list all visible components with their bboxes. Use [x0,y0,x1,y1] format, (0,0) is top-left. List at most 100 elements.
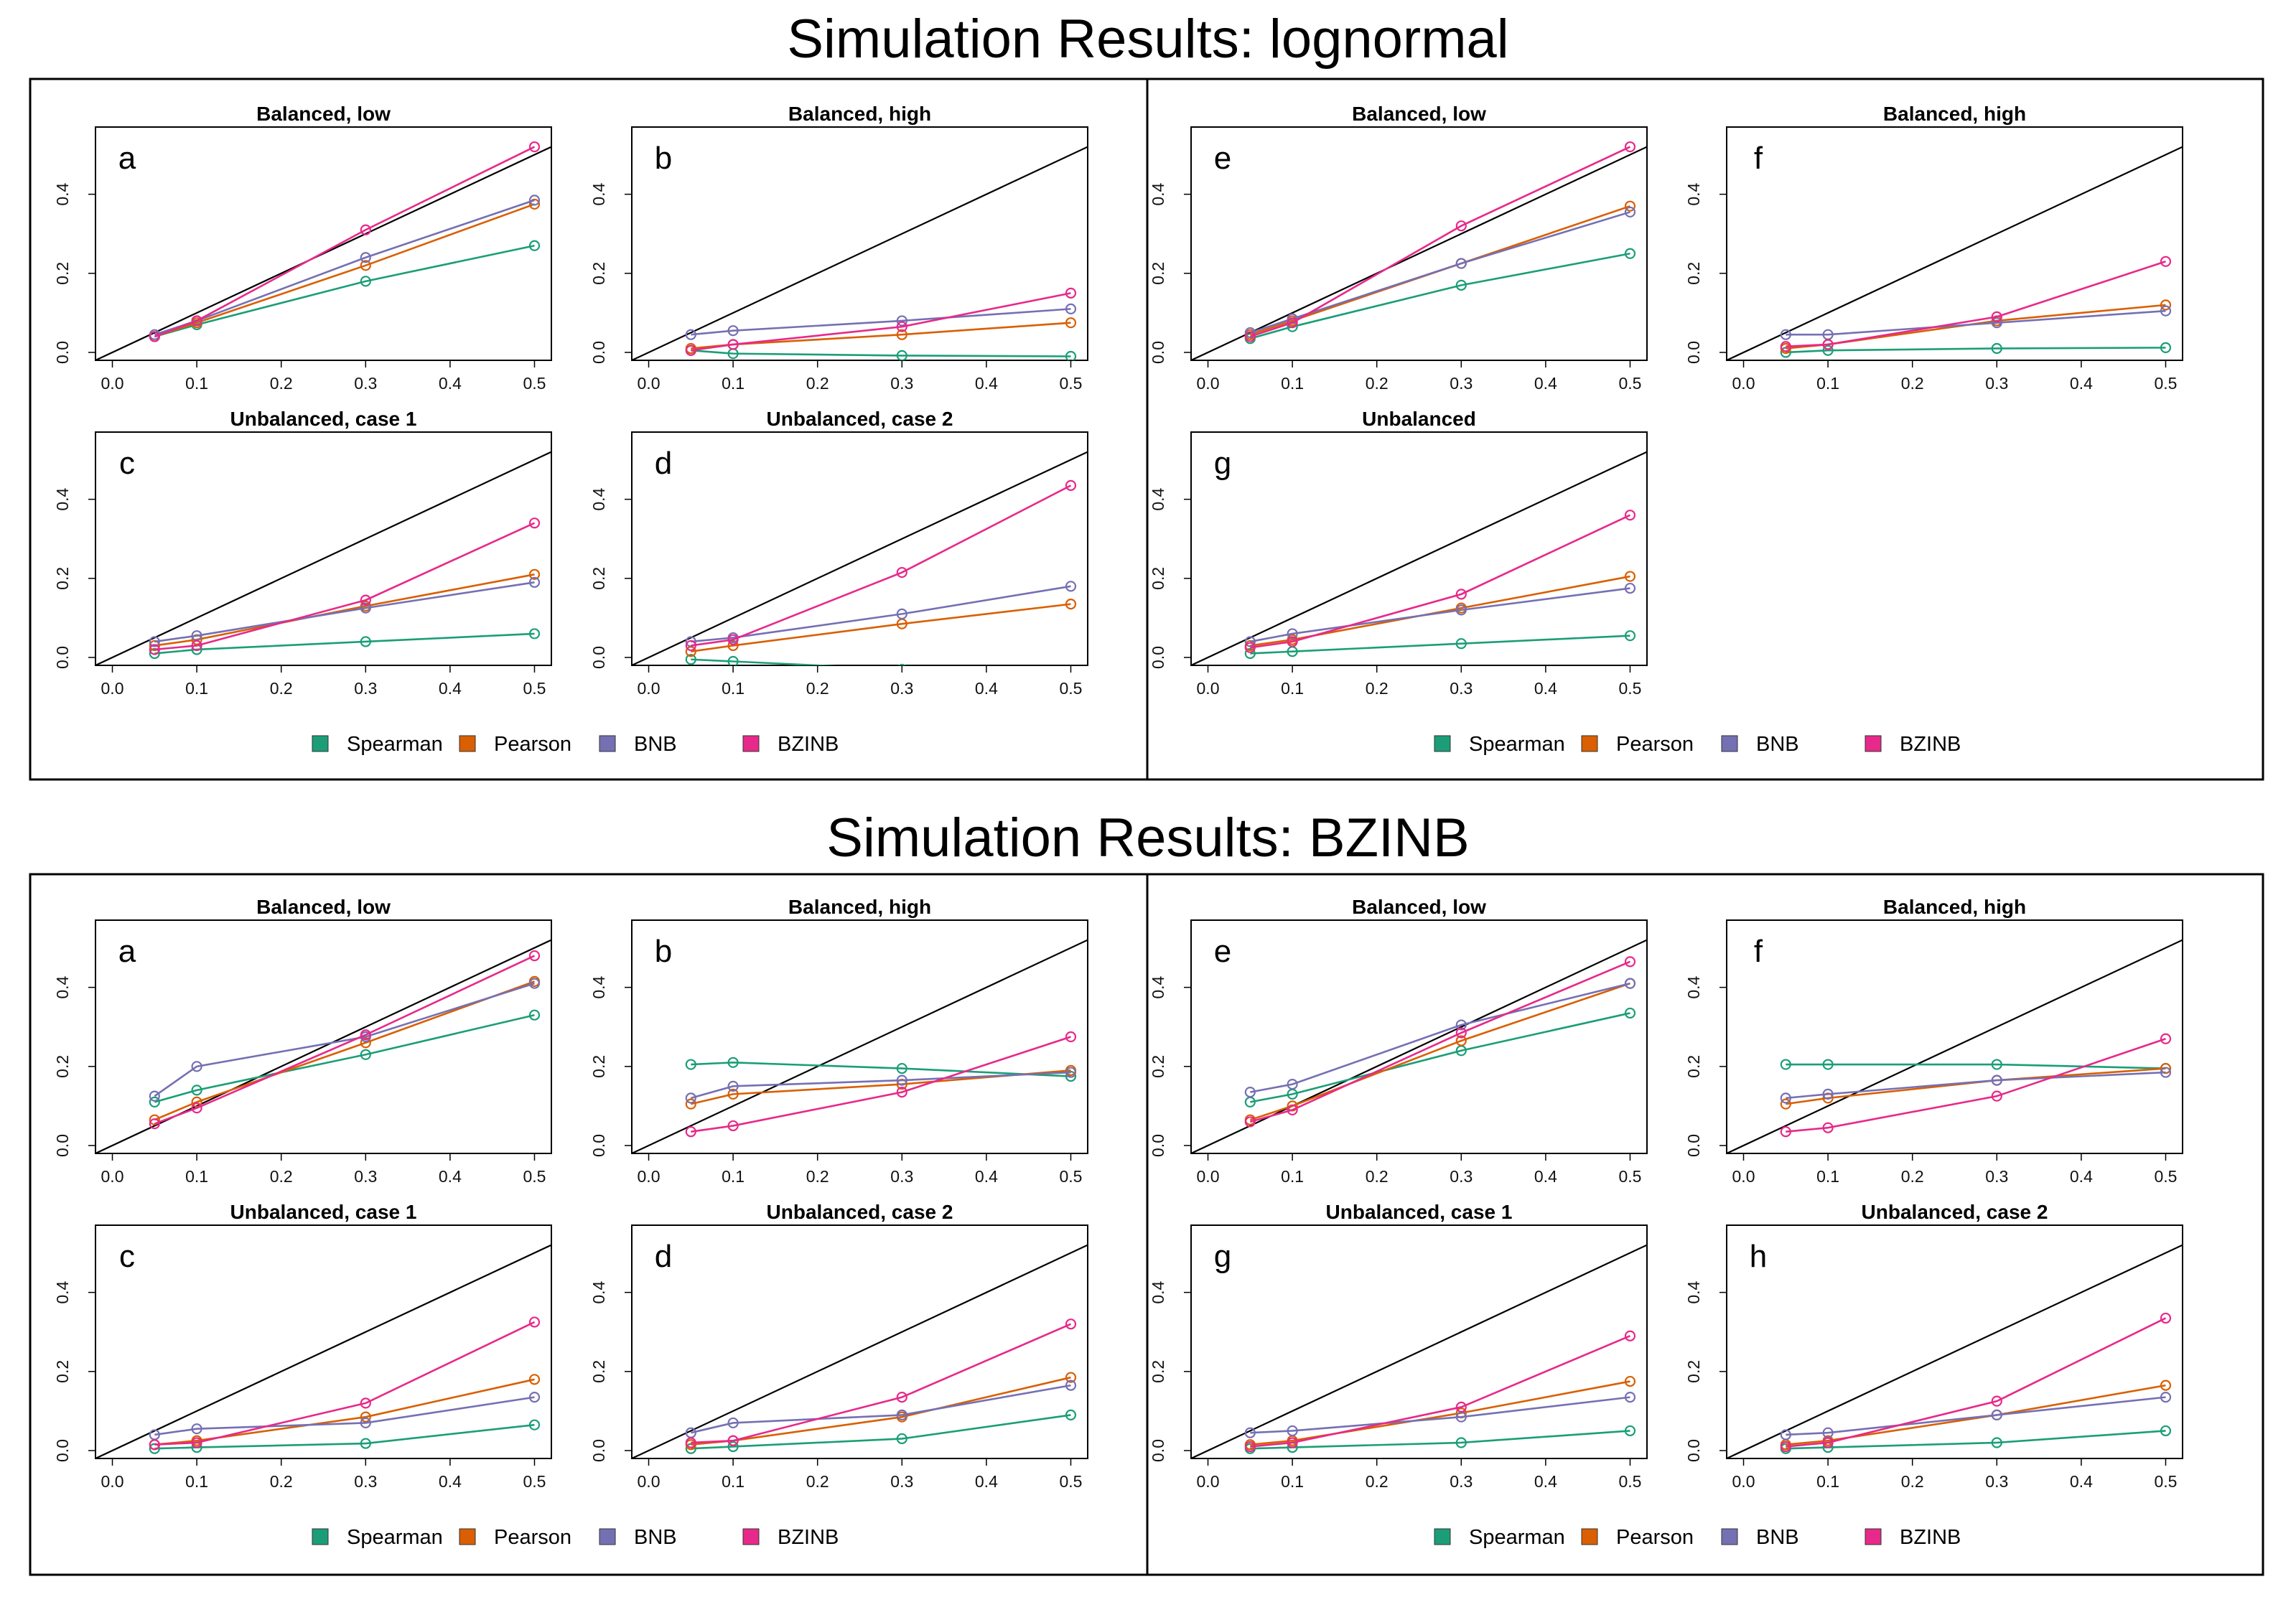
x-tick-label: 0.4 [975,374,998,393]
x-tick-label: 0.4 [1534,1167,1557,1186]
data-point-bzinb [1455,1401,1467,1413]
panel-letter: e [1214,934,1231,969]
data-point-bnb [1065,303,1077,314]
series-line-spearman [691,349,1071,357]
data-point-bnb [1780,1429,1791,1441]
data-point-bnb [727,325,739,337]
legend-swatch-pearson [1581,735,1598,752]
legend-swatch-pearson [459,1528,476,1545]
series-line-bzinb [1786,1038,2166,1133]
x-tick-label: 0.4 [439,1472,462,1491]
series-line-bnb [1786,1396,2166,1436]
x-tick-label: 0.1 [1281,1167,1304,1186]
data-point-bzinb [191,1102,202,1114]
data-point-bnb [896,1074,907,1086]
data-point-pearson [1624,1375,1636,1387]
data-point-bnb [1287,628,1298,640]
series-line-bzinb [154,1321,536,1446]
x-tick-label: 0.2 [1901,374,1924,393]
data-point-spearman [191,1085,202,1096]
plot-title: Balanced, high [788,103,931,125]
legend-label-pearson: Pearson [1616,1526,1694,1549]
data-point-bzinb [685,640,696,652]
plot-box [95,919,552,1154]
panel-letter: g [1214,446,1231,481]
plot-box [1190,126,1648,361]
series-line-pearson [1249,982,1630,1121]
figure-title: Simulation Results: lognormal [787,9,1508,70]
legend-swatch-bnb [599,735,616,752]
plot-panel-a: Balanced, low 0.0 0.1 0.2 0.3 0.4 0.5 0.0 0.2 0.4… [53,103,552,393]
panel-letter: g [1214,1239,1231,1274]
y-tick-label: 0.4 [1149,182,1167,205]
x-tick-label: 0.2 [1366,1167,1389,1186]
data-point-bnb [149,636,160,647]
data-point-bzinb [2160,256,2172,267]
x-tick-label: 0.2 [270,679,293,698]
legend-label-bnb: BNB [634,733,677,756]
plot-title: Balanced, high [788,896,931,918]
data-point-spearman [2160,1425,2172,1437]
data-point-bnb [528,1392,541,1403]
x-tick-label: 0.5 [1059,1472,1082,1491]
plot-panel-f: Balanced, high 0.0 0.1 0.2 0.3 0.4 0.5 0.0 0.2 0.… [1684,103,2183,393]
panel-letter: c [119,1239,135,1274]
legend-label-bzinb: BZINB [778,1526,839,1549]
x-tick-label: 0.3 [354,1167,377,1186]
y-tick-label: 0.2 [1149,1055,1167,1078]
plot-title: Balanced, high [1883,103,2026,125]
series-line-bzinb [154,955,536,1125]
data-point-spearman [528,1419,541,1430]
y-tick-label: 0.2 [53,1055,72,1078]
data-point-bzinb [528,1316,541,1328]
x-tick-label: 0.5 [1618,374,1641,393]
y-tick-label: 0.4 [589,182,608,205]
series-line-bnb [691,308,1071,336]
x-tick-label: 0.2 [806,1167,829,1186]
diagonal-line [95,146,551,360]
data-point-bnb [685,329,696,340]
diagonal-line [632,146,1088,360]
plot-panel-b: Balanced, high 0.0 0.1 0.2 0.3 0.4 0.5 0.0 0.2 0.… [589,896,1088,1186]
plot-title: Balanced, low [1352,103,1486,125]
plot-box [631,919,1088,1154]
legend-label-bzinb: BZINB [1900,733,1961,756]
series-line-spearman [691,1414,1071,1450]
panel-letter: a [118,141,136,176]
series-line-pearson [1250,1380,1630,1446]
data-point-spearman [685,1059,696,1070]
x-tick-label: 0.3 [354,374,377,393]
series-line-spearman [154,632,535,655]
data-point-pearson [528,198,541,210]
x-tick-label: 0.0 [1197,1167,1220,1186]
x-tick-label: 0.2 [1901,1167,1924,1186]
x-tick-label: 0.1 [722,679,745,698]
series-line-bnb [1250,1396,1630,1434]
data-point-bzinb [685,1437,696,1448]
data-point-bzinb [1822,1122,1834,1133]
data-point-spearman [360,636,371,647]
y-tick-label: 0.2 [53,1360,72,1383]
data-point-bzinb [1991,311,2002,323]
y-tick-label: 0.4 [1149,975,1167,998]
data-point-pearson [360,1411,371,1423]
x-tick-label: 0.5 [1059,679,1082,698]
data-point-spearman [1991,1059,2002,1070]
x-tick-label: 0.0 [638,679,661,698]
data-point-bnb [191,1423,202,1435]
data-point-bzinb [149,1118,160,1130]
plot-panel-e: Balanced, low 0.0 0.1 0.2 0.3 0.4 0.5 0.0 0.2 0.4… [1149,103,1648,393]
data-point-spearman [1065,1409,1077,1421]
y-tick-label: 0.0 [1149,341,1167,364]
data-point-bzinb [685,1126,696,1138]
plot-box [95,431,552,666]
data-point-bzinb [727,634,739,645]
data-point-bzinb [1455,220,1467,232]
series-line-bnb [1786,309,2166,336]
legend-swatch-spearman [312,735,329,752]
x-tick-label: 0.0 [1732,1167,1755,1186]
data-point-spearman [1822,345,1834,356]
x-tick-label: 0.1 [185,679,208,698]
series-line-pearson [691,322,1071,350]
panel-letter: f [1754,141,1763,176]
